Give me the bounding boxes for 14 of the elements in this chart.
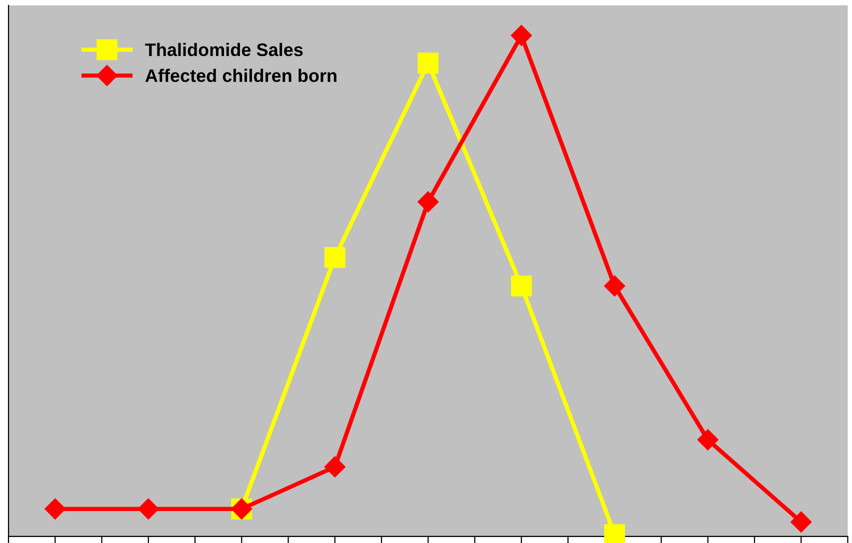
point bbox=[138, 498, 159, 520]
point bbox=[324, 456, 346, 478]
legend-label: Thalidomide Sales bbox=[145, 42, 303, 56]
point bbox=[44, 498, 66, 520]
point bbox=[790, 511, 812, 532]
point bbox=[418, 52, 439, 74]
point bbox=[510, 24, 532, 46]
point bbox=[418, 191, 439, 212]
point bbox=[604, 524, 626, 543]
legend-label: Affected children born bbox=[145, 68, 336, 82]
point bbox=[604, 275, 626, 297]
point bbox=[324, 247, 346, 268]
point bbox=[510, 276, 532, 296]
point bbox=[697, 429, 718, 450]
